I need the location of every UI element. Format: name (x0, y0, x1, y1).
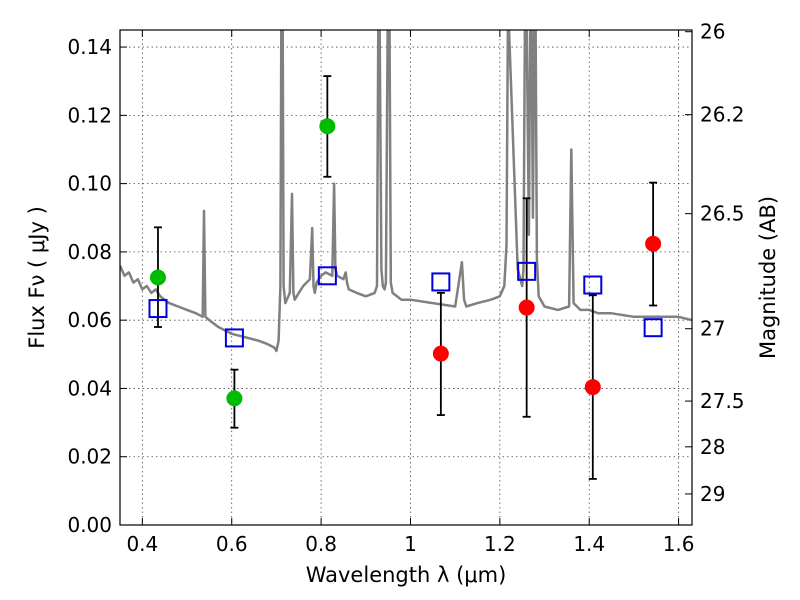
model-point (148, 299, 168, 319)
y2-tick-label: 26.5 (700, 202, 745, 226)
model-point (431, 272, 451, 292)
data-point (584, 379, 601, 396)
y2-tick-label: 27.5 (700, 389, 745, 413)
plot-frame (119, 29, 693, 526)
x-tick-label: 0.4 (126, 532, 158, 556)
axis-ticks: 0.4 0.6 0.8 1 1.2 1.4 1.6 0.00 0.02 0.04 0.06 0.08 0… (67, 20, 744, 556)
y-tick-label: 0.06 (67, 308, 112, 332)
data-points (148, 75, 663, 480)
data-point (645, 235, 662, 252)
y-tick-label: 0.12 (67, 103, 112, 127)
y-tick-label: 0.08 (67, 240, 112, 264)
model-point (643, 318, 663, 338)
x-tick-label: 1.2 (484, 532, 516, 556)
model-spectrum (120, 30, 692, 353)
x-tick-label: 1.6 (663, 532, 695, 556)
data-point (432, 345, 449, 362)
x-axis-title: Wavelength λ (μm) (306, 563, 507, 587)
model-point (224, 328, 244, 348)
x-tick-label: 1 (404, 532, 417, 556)
y2-axis-title: Magnitude (AB) (756, 196, 780, 359)
data-point (319, 118, 336, 135)
y2-tick-label: 29 (700, 482, 725, 506)
model-point (517, 261, 537, 281)
y-axis-title: Flux Fν ( μJy ) (25, 206, 49, 349)
x-tick-label: 0.8 (305, 532, 337, 556)
x-tick-label: 0.6 (216, 532, 248, 556)
y2-tick-label: 26 (700, 20, 725, 44)
grid (120, 30, 692, 525)
x-tick-label: 1.4 (573, 532, 605, 556)
data-point (518, 299, 535, 316)
y-tick-label: 0.04 (67, 376, 112, 400)
data-point (149, 269, 166, 286)
y2-tick-label: 28 (700, 435, 725, 459)
data-point (226, 390, 243, 407)
y2-tick-label: 27 (700, 317, 725, 341)
y-tick-label: 0.14 (67, 35, 112, 59)
spectrum-line (120, 30, 692, 353)
y2-tick-label: 26.2 (700, 103, 745, 127)
y-tick-label: 0.02 (67, 445, 112, 469)
model-point (583, 275, 603, 295)
model-point (317, 266, 337, 286)
y-tick-label: 0.10 (67, 172, 112, 196)
y-tick-label: 0.00 (67, 513, 112, 537)
